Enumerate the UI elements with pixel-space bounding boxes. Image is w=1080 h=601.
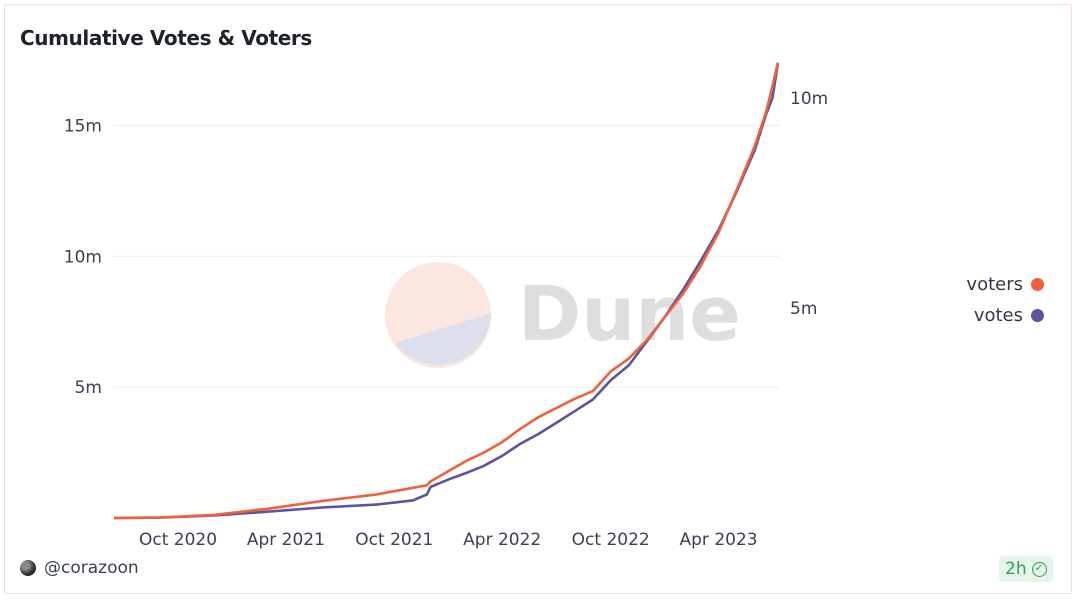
avatar — [20, 560, 36, 576]
author-name: @corazoon — [44, 558, 139, 578]
y-right-tick-label: 10m — [790, 89, 828, 109]
y-left-tick-label: 15m — [64, 116, 102, 136]
x-tick-label: Apr 2023 — [680, 530, 758, 550]
axes: 5m 10m 15m 5m 10m Oct 2020 Apr 2021 Oct 2021 Apr… — [64, 89, 828, 550]
x-tick-label: Oct 2022 — [572, 530, 650, 550]
dune-watermark: Dune — [385, 262, 741, 368]
legend-dot — [1031, 278, 1044, 291]
x-tick-label: Apr 2021 — [247, 530, 325, 550]
y-left-tick-label: 10m — [64, 247, 102, 267]
author[interactable]: @corazoon — [20, 558, 139, 578]
y-right-tick-label: 5m — [790, 299, 817, 319]
grid — [114, 124, 779, 388]
legend-item-voters[interactable]: voters — [966, 274, 1044, 295]
legend-label: votes — [973, 305, 1023, 326]
x-tick-label: Apr 2022 — [463, 530, 541, 550]
legend-label: voters — [966, 274, 1023, 295]
watermark-text: Dune — [518, 269, 741, 358]
check-circle-icon: ✓ — [1031, 561, 1047, 577]
chart-card: Cumulative Votes & Voters — [4, 4, 1072, 594]
y-left-tick-label: 5m — [75, 378, 102, 398]
watermark-logo-lower — [395, 313, 491, 366]
x-tick-label: Oct 2021 — [355, 530, 433, 550]
refresh-badge[interactable]: 2h ✓ — [999, 556, 1053, 582]
series-line-voters — [113, 62, 780, 520]
watermark-logo — [385, 262, 491, 368]
legend-dot — [1031, 309, 1044, 322]
legend-item-votes[interactable]: votes — [974, 305, 1044, 326]
series — [113, 62, 780, 520]
chart-title: Cumulative Votes & Voters — [20, 26, 312, 50]
x-tick-label: Oct 2020 — [139, 530, 217, 550]
refresh-time: 2h — [1005, 559, 1027, 579]
